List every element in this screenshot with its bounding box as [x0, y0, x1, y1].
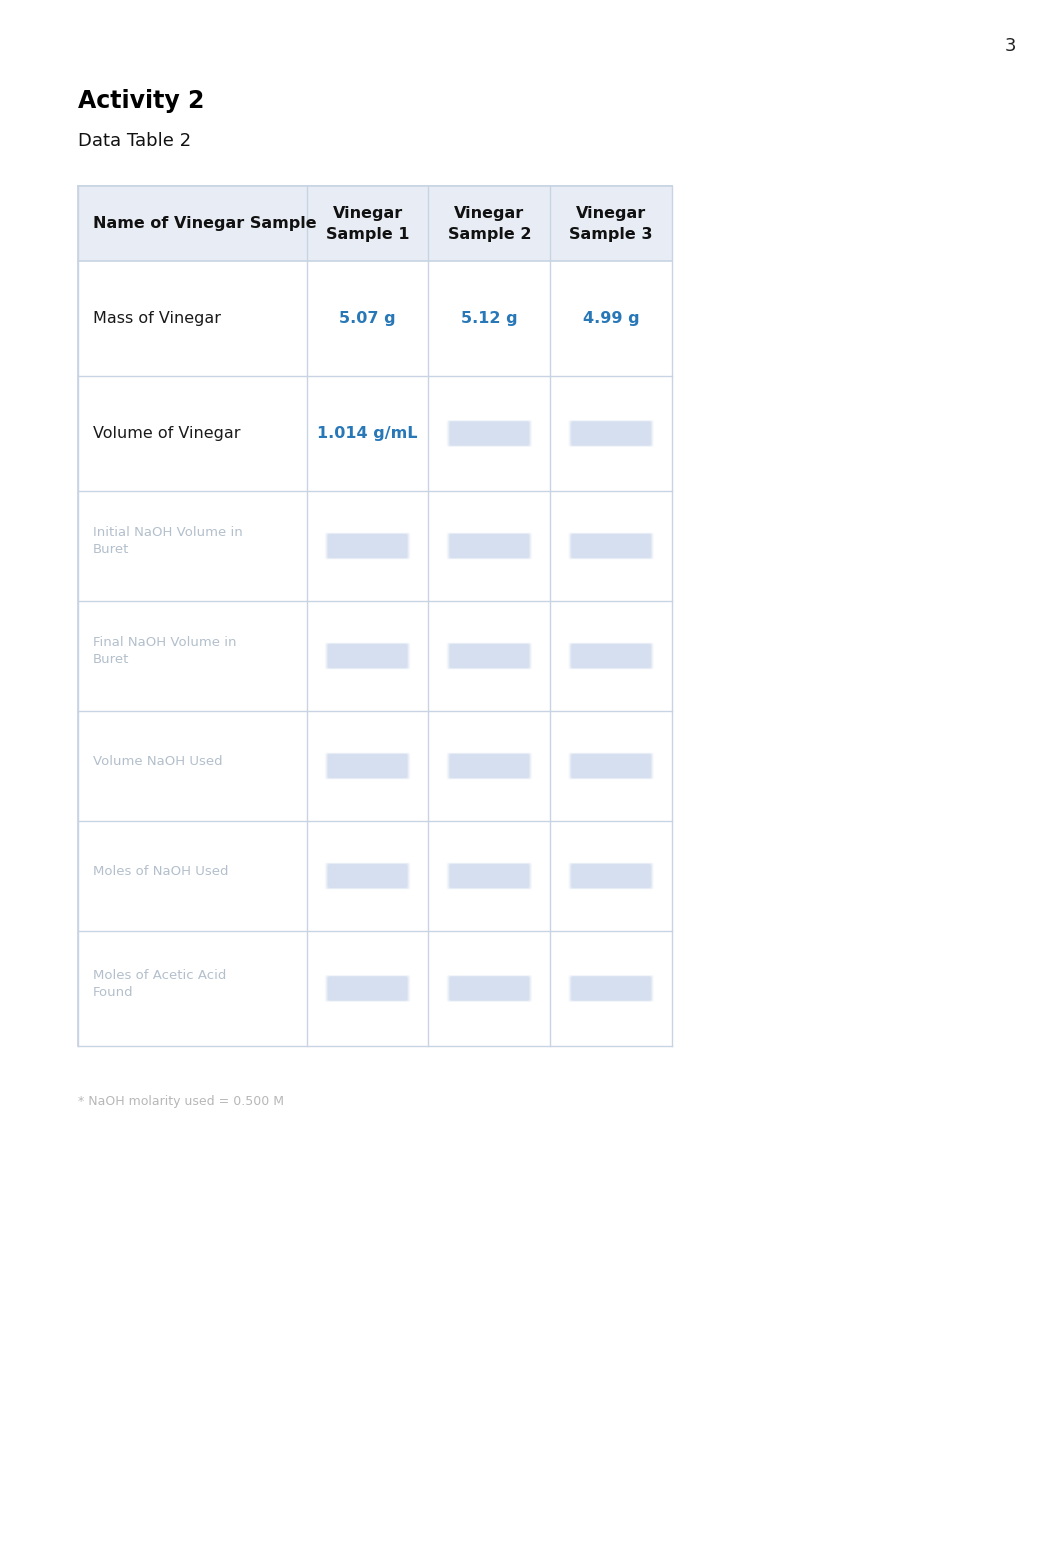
FancyBboxPatch shape	[568, 976, 654, 1002]
Text: 4.99 g: 4.99 g	[583, 311, 639, 327]
FancyBboxPatch shape	[447, 864, 531, 888]
FancyBboxPatch shape	[447, 643, 532, 669]
FancyBboxPatch shape	[327, 976, 408, 1001]
FancyBboxPatch shape	[328, 977, 408, 1001]
Bar	[78, 187, 672, 261]
FancyBboxPatch shape	[328, 755, 408, 778]
FancyBboxPatch shape	[569, 976, 653, 1002]
Text: Moles of NaOH Used: Moles of NaOH Used	[93, 865, 228, 878]
FancyBboxPatch shape	[568, 862, 654, 890]
FancyBboxPatch shape	[571, 864, 651, 888]
FancyBboxPatch shape	[571, 422, 651, 445]
Bar	[78, 261, 672, 377]
FancyBboxPatch shape	[326, 864, 409, 888]
FancyBboxPatch shape	[571, 755, 651, 778]
Bar	[78, 822, 672, 930]
FancyBboxPatch shape	[448, 864, 530, 888]
FancyBboxPatch shape	[325, 753, 410, 780]
FancyBboxPatch shape	[571, 977, 651, 1001]
FancyBboxPatch shape	[570, 534, 652, 559]
FancyBboxPatch shape	[447, 753, 531, 780]
FancyBboxPatch shape	[568, 420, 654, 447]
Text: Volume NaOH Used: Volume NaOH Used	[93, 755, 223, 767]
FancyBboxPatch shape	[449, 755, 529, 778]
Text: Data Table 2: Data Table 2	[78, 132, 191, 149]
FancyBboxPatch shape	[449, 977, 529, 1001]
FancyBboxPatch shape	[571, 644, 651, 668]
FancyBboxPatch shape	[569, 420, 653, 447]
Text: Vinegar
Sample 3: Vinegar Sample 3	[569, 205, 653, 241]
Text: 3: 3	[1005, 37, 1015, 54]
FancyBboxPatch shape	[571, 534, 651, 559]
Text: Moles of Acetic Acid
Found: Moles of Acetic Acid Found	[93, 968, 226, 999]
Text: Initial NaOH Volume in
Buret: Initial NaOH Volume in Buret	[93, 526, 243, 555]
FancyBboxPatch shape	[448, 753, 530, 778]
FancyBboxPatch shape	[569, 534, 653, 559]
FancyBboxPatch shape	[326, 643, 409, 669]
FancyBboxPatch shape	[569, 864, 653, 888]
FancyBboxPatch shape	[570, 753, 652, 778]
FancyBboxPatch shape	[328, 864, 408, 888]
FancyBboxPatch shape	[325, 532, 410, 560]
Bar	[78, 492, 672, 601]
Bar	[78, 377, 672, 492]
FancyBboxPatch shape	[570, 864, 652, 888]
Text: 5.12 g: 5.12 g	[461, 311, 517, 327]
Text: Volume of Vinegar: Volume of Vinegar	[93, 426, 240, 440]
FancyBboxPatch shape	[447, 643, 531, 669]
FancyBboxPatch shape	[447, 532, 532, 560]
FancyBboxPatch shape	[569, 643, 653, 669]
Bar	[78, 187, 672, 1046]
FancyBboxPatch shape	[326, 534, 409, 559]
FancyBboxPatch shape	[447, 753, 532, 780]
FancyBboxPatch shape	[326, 976, 409, 1002]
FancyBboxPatch shape	[327, 753, 408, 778]
FancyBboxPatch shape	[447, 862, 532, 890]
FancyBboxPatch shape	[328, 534, 408, 559]
FancyBboxPatch shape	[447, 976, 531, 1002]
FancyBboxPatch shape	[328, 644, 408, 668]
FancyBboxPatch shape	[325, 862, 410, 890]
FancyBboxPatch shape	[568, 532, 654, 560]
FancyBboxPatch shape	[327, 644, 408, 669]
Bar	[78, 930, 672, 1046]
Bar	[78, 601, 672, 711]
FancyBboxPatch shape	[448, 422, 530, 447]
FancyBboxPatch shape	[448, 976, 530, 1001]
FancyBboxPatch shape	[568, 643, 654, 669]
FancyBboxPatch shape	[448, 644, 530, 669]
FancyBboxPatch shape	[447, 976, 532, 1002]
Text: * NaOH molarity used = 0.500 M: * NaOH molarity used = 0.500 M	[78, 1094, 284, 1108]
Text: Activity 2: Activity 2	[78, 89, 204, 114]
FancyBboxPatch shape	[325, 643, 410, 669]
FancyBboxPatch shape	[448, 534, 530, 559]
FancyBboxPatch shape	[570, 422, 652, 447]
Text: Mass of Vinegar: Mass of Vinegar	[93, 311, 221, 327]
Text: Name of Vinegar Sample: Name of Vinegar Sample	[93, 216, 316, 230]
Text: Final NaOH Volume in
Buret: Final NaOH Volume in Buret	[93, 636, 237, 666]
FancyBboxPatch shape	[447, 420, 532, 447]
Text: 5.07 g: 5.07 g	[339, 311, 396, 327]
FancyBboxPatch shape	[327, 534, 408, 559]
Text: Vinegar
Sample 1: Vinegar Sample 1	[326, 205, 409, 241]
FancyBboxPatch shape	[449, 422, 529, 445]
FancyBboxPatch shape	[326, 753, 409, 780]
FancyBboxPatch shape	[569, 753, 653, 780]
FancyBboxPatch shape	[447, 534, 531, 559]
Bar	[78, 711, 672, 822]
Text: 1.014 g/mL: 1.014 g/mL	[318, 426, 417, 440]
FancyBboxPatch shape	[327, 864, 408, 888]
FancyBboxPatch shape	[568, 753, 654, 780]
FancyBboxPatch shape	[325, 976, 410, 1002]
FancyBboxPatch shape	[570, 644, 652, 669]
FancyBboxPatch shape	[447, 420, 531, 447]
FancyBboxPatch shape	[449, 864, 529, 888]
FancyBboxPatch shape	[570, 976, 652, 1001]
FancyBboxPatch shape	[449, 644, 529, 668]
FancyBboxPatch shape	[449, 534, 529, 559]
Text: Vinegar
Sample 2: Vinegar Sample 2	[447, 205, 531, 241]
